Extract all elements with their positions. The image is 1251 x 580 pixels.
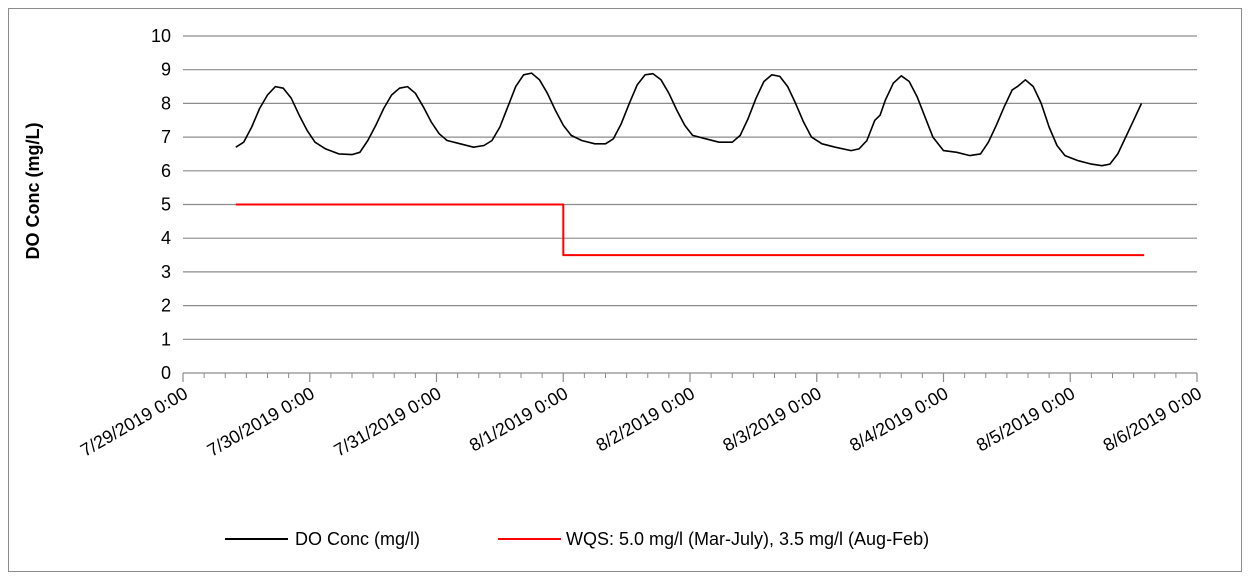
y-tick-label: 9 [161,60,171,80]
y-tick-labels: 0 1 2 3 4 5 6 7 8 9 10 [151,26,171,383]
do-conc-series-line [235,72,1143,167]
x-tick-label: 8/2/2019 0:00 [593,383,698,455]
legend: DO Conc (mg/l) WQS: 5.0 mg/l (Mar-July), … [225,529,929,549]
y-tick-label: 3 [161,262,171,282]
wqs-series-line [235,203,1145,257]
x-tick-label: 8/6/2019 0:00 [1100,383,1205,455]
y-tick-label: 7 [161,127,171,147]
y-tick-label: 5 [161,195,171,215]
y-tick-label: 4 [161,228,171,248]
x-tick-label: 8/4/2019 0:00 [846,383,951,455]
x-tick-label: 7/30/2019 0:00 [204,383,318,460]
series-layer [235,72,1145,257]
y-tick-label: 6 [161,161,171,181]
x-tick-label: 8/1/2019 0:00 [466,383,571,455]
legend-label: DO Conc (mg/l) [295,529,420,549]
x-tick-label: 8/5/2019 0:00 [973,383,1078,455]
y-tick-label: 2 [161,296,171,316]
x-tick-label: 7/29/2019 0:00 [77,383,191,460]
gridlines [183,35,1197,340]
chart: 0 1 2 3 4 5 6 7 8 9 10 7/29/2019 0:00 7/30/2019 0:0… [23,26,1205,549]
x-tick-labels: 7/29/2019 0:00 7/30/2019 0:00 7/31/2019 0:… [77,383,1205,460]
y-tick-label: 0 [161,363,171,383]
y-tick-label: 8 [161,93,171,113]
legend-label: WQS: 5.0 mg/l (Mar-July), 3.5 mg/l (Aug-… [566,529,929,549]
chart-frame: 0 1 2 3 4 5 6 7 8 9 10 7/29/2019 0:00 7/30/2019 0:0… [8,8,1242,572]
y-axis-title: DO Conc (mg/L) [23,123,43,260]
axes [182,372,1198,382]
y-tick-label: 1 [161,329,171,349]
y-tick-label: 10 [151,26,171,46]
x-tick-label: 8/3/2019 0:00 [719,383,824,455]
x-tick-label: 7/31/2019 0:00 [330,383,444,460]
